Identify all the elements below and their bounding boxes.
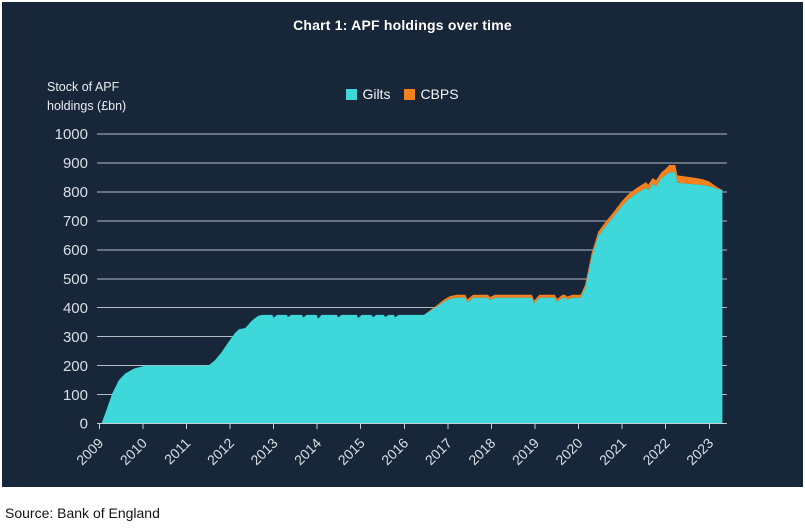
legend-item-gilts: Gilts	[346, 86, 390, 102]
source-attribution: Source: Bank of England	[5, 505, 160, 521]
svg-text:2023: 2023	[683, 435, 716, 468]
svg-text:1000: 1000	[55, 126, 88, 143]
svg-text:0: 0	[80, 416, 88, 433]
svg-text:2011: 2011	[161, 435, 194, 468]
svg-text:2021: 2021	[596, 435, 629, 468]
svg-text:200: 200	[63, 358, 88, 375]
svg-text:900: 900	[63, 155, 88, 172]
svg-text:2013: 2013	[247, 435, 280, 468]
svg-text:2014: 2014	[291, 435, 324, 468]
svg-text:2010: 2010	[117, 435, 150, 468]
svg-text:2009: 2009	[73, 435, 106, 468]
svg-text:700: 700	[63, 213, 88, 230]
chart-legend: Gilts CBPS	[0, 86, 805, 102]
svg-text:400: 400	[63, 300, 88, 317]
svg-text:2017: 2017	[422, 435, 455, 468]
svg-text:2016: 2016	[378, 435, 411, 468]
chart-title: Chart 1: APF holdings over time	[293, 17, 512, 33]
svg-text:2018: 2018	[465, 435, 498, 468]
svg-text:2022: 2022	[639, 435, 672, 468]
legend-item-cbps: CBPS	[404, 86, 459, 102]
legend-label-gilts: Gilts	[362, 86, 391, 102]
svg-text:600: 600	[63, 242, 88, 259]
svg-text:2015: 2015	[334, 435, 367, 468]
svg-text:100: 100	[63, 387, 88, 404]
cbps-swatch-icon	[404, 88, 416, 100]
svg-text:500: 500	[63, 271, 88, 288]
svg-text:2020: 2020	[552, 435, 585, 468]
svg-text:800: 800	[63, 184, 88, 201]
svg-text:300: 300	[63, 329, 88, 346]
y-axis-title: Stock of APF holdings (£bn)	[47, 80, 127, 113]
svg-text:2012: 2012	[204, 435, 237, 468]
legend-label-cbps: CBPS	[420, 86, 459, 102]
svg-text:2019: 2019	[509, 435, 542, 468]
gilts-swatch-icon	[346, 88, 358, 100]
